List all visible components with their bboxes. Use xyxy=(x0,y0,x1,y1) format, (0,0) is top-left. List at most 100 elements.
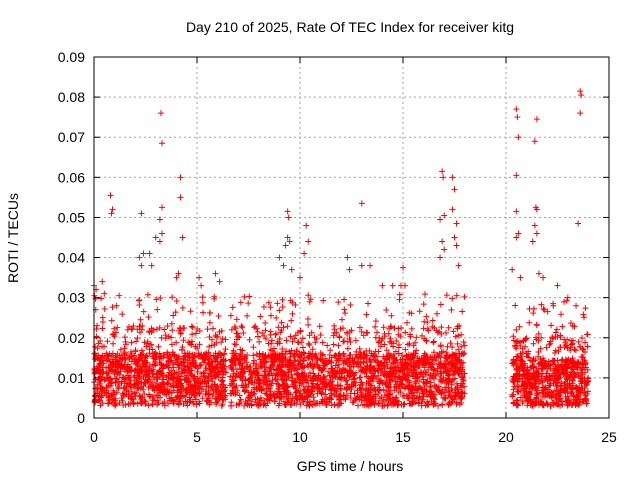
data-point xyxy=(257,394,264,401)
data-point xyxy=(140,250,147,257)
data-point xyxy=(165,389,172,396)
data-point xyxy=(124,361,131,368)
data-point xyxy=(227,373,234,380)
data-point xyxy=(115,369,122,376)
data-point xyxy=(156,238,163,245)
data-point xyxy=(454,325,461,332)
data-point xyxy=(448,306,455,313)
data-point xyxy=(221,384,228,391)
data-point xyxy=(261,332,268,339)
data-point xyxy=(185,381,192,388)
data-point xyxy=(400,264,406,271)
data-point xyxy=(127,400,134,407)
data-point xyxy=(151,362,158,369)
data-point xyxy=(211,341,218,348)
data-point xyxy=(320,297,327,304)
data-point xyxy=(380,324,387,331)
data-point xyxy=(118,362,125,369)
data-point xyxy=(113,375,120,382)
data-point xyxy=(394,402,401,409)
data-point xyxy=(372,334,379,341)
data-point xyxy=(389,282,396,289)
x-tick-label: 10 xyxy=(292,429,308,445)
data-point xyxy=(390,343,397,350)
data-point xyxy=(315,372,322,379)
data-point xyxy=(208,336,215,343)
chart-title: Day 210 of 2025, Rate Of TEC Index for r… xyxy=(186,19,514,35)
data-point xyxy=(367,382,374,389)
data-point xyxy=(533,230,540,237)
data-point xyxy=(410,392,417,399)
data-point xyxy=(280,262,287,269)
data-point xyxy=(276,254,283,261)
data-point xyxy=(117,346,124,353)
data-point xyxy=(264,378,271,385)
data-point xyxy=(423,338,430,345)
data-point xyxy=(250,344,257,351)
data-point xyxy=(512,343,519,350)
data-point xyxy=(274,300,281,307)
data-point xyxy=(161,399,168,406)
data-point xyxy=(268,337,275,344)
data-point xyxy=(344,254,351,261)
data-point xyxy=(116,399,123,406)
data-point xyxy=(135,385,142,392)
data-point xyxy=(236,400,243,407)
data-point xyxy=(126,374,133,381)
data-point xyxy=(202,390,209,397)
data-point xyxy=(358,200,365,207)
data-point xyxy=(303,222,310,229)
data-point xyxy=(327,395,334,402)
data-point xyxy=(196,274,203,281)
data-point xyxy=(177,194,184,201)
data-point xyxy=(161,351,168,358)
data-point xyxy=(291,335,298,342)
data-point xyxy=(347,302,354,309)
data-point xyxy=(164,349,171,356)
data-point xyxy=(97,337,104,344)
data-point xyxy=(437,216,444,223)
data-point xyxy=(328,365,335,372)
data-point xyxy=(165,358,172,365)
data-point xyxy=(191,352,198,359)
data-point xyxy=(168,375,175,382)
y-tick-label: 0.09 xyxy=(58,49,85,65)
data-point xyxy=(513,326,520,333)
x-tick-label: 25 xyxy=(601,429,617,445)
data-point xyxy=(110,340,117,347)
data-point xyxy=(554,282,561,289)
data-point xyxy=(133,380,140,387)
data-point xyxy=(169,374,176,381)
data-point xyxy=(335,342,342,349)
data-point xyxy=(514,114,521,121)
data-point xyxy=(232,391,239,398)
data-point xyxy=(440,174,447,181)
data-point xyxy=(546,341,553,348)
data-point xyxy=(367,262,374,269)
data-point xyxy=(380,386,387,393)
data-point xyxy=(166,397,173,404)
data-point xyxy=(218,339,225,346)
data-point xyxy=(339,366,346,373)
data-point xyxy=(232,341,239,348)
data-point xyxy=(411,378,418,385)
data-point xyxy=(240,330,247,337)
data-point xyxy=(167,383,174,390)
data-point xyxy=(282,242,289,249)
data-point xyxy=(515,134,522,141)
data-point xyxy=(144,291,151,298)
data-point xyxy=(140,308,147,315)
data-point xyxy=(136,392,143,399)
data-point xyxy=(351,376,358,383)
data-point xyxy=(134,400,141,407)
data-point xyxy=(158,140,165,147)
data-point xyxy=(448,399,455,406)
data-point xyxy=(263,391,270,398)
data-point xyxy=(444,343,451,350)
data-point xyxy=(531,222,538,229)
data-point xyxy=(172,309,179,316)
data-point xyxy=(163,361,170,368)
data-point xyxy=(177,398,184,405)
data-point xyxy=(99,314,106,321)
data-point xyxy=(305,238,312,245)
